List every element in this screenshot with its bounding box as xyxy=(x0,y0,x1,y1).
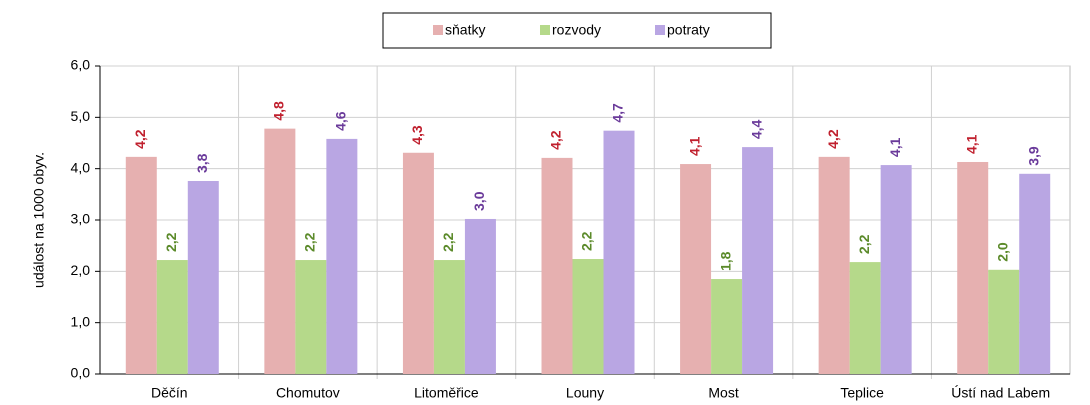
bar xyxy=(603,130,635,374)
x-tick-label: Litoměřice xyxy=(414,385,479,401)
bar xyxy=(988,269,1020,374)
x-tick-label: Teplice xyxy=(840,385,884,401)
legend-swatch xyxy=(540,25,550,35)
value-label: 3,9 xyxy=(1025,146,1041,166)
bar xyxy=(849,262,881,374)
value-label: 4,8 xyxy=(271,101,287,121)
bar xyxy=(818,156,850,374)
y-tick-label: 1,0 xyxy=(71,313,91,329)
bar xyxy=(464,218,496,374)
value-label: 4,2 xyxy=(825,129,841,149)
y-tick-label: 5,0 xyxy=(71,108,91,124)
value-label: 4,1 xyxy=(686,136,702,156)
bar xyxy=(433,260,465,374)
y-tick-label: 4,0 xyxy=(71,159,91,175)
bar xyxy=(264,128,296,374)
y-axis-label: událost na 1000 obyv. xyxy=(31,152,47,288)
value-label: 3,0 xyxy=(471,191,487,211)
bar xyxy=(541,157,573,374)
value-label: 3,8 xyxy=(194,153,210,173)
value-label: 2,2 xyxy=(163,232,179,252)
bar xyxy=(572,259,604,374)
bar xyxy=(742,147,774,374)
legend-label: sňatky xyxy=(445,22,485,38)
value-label: 4,3 xyxy=(409,125,425,145)
x-tick-label: Chomutov xyxy=(276,385,340,401)
value-label: 4,1 xyxy=(963,134,979,154)
bar xyxy=(711,279,743,374)
bar xyxy=(295,260,327,374)
bar xyxy=(880,165,912,374)
legend-label: rozvody xyxy=(552,22,601,38)
value-label: 4,7 xyxy=(610,103,626,123)
value-label: 4,1 xyxy=(887,137,903,157)
bar xyxy=(1019,173,1051,374)
y-tick-label: 2,0 xyxy=(71,262,91,278)
bar xyxy=(125,156,157,374)
value-label: 4,2 xyxy=(548,130,564,150)
value-label: 4,6 xyxy=(333,111,349,131)
value-label: 1,8 xyxy=(717,251,733,271)
bar xyxy=(156,260,188,374)
bar xyxy=(326,138,358,374)
bar xyxy=(402,152,434,374)
value-label: 2,2 xyxy=(440,232,456,252)
bar xyxy=(680,164,712,374)
legend-box xyxy=(382,12,772,49)
y-tick-label: 3,0 xyxy=(71,211,91,227)
value-label: 2,2 xyxy=(579,231,595,251)
y-tick-label: 6,0 xyxy=(71,57,91,73)
value-label: 4,4 xyxy=(748,119,764,139)
x-tick-label: Louny xyxy=(566,385,604,401)
value-label: 2,2 xyxy=(302,232,318,252)
legend-label: potraty xyxy=(667,22,710,38)
x-tick-label: Most xyxy=(708,385,738,401)
bar xyxy=(957,161,989,374)
legend-swatch xyxy=(433,25,443,35)
x-tick-label: Ústí nad Labem xyxy=(951,385,1050,401)
x-tick-label: Děčín xyxy=(151,385,188,401)
bar xyxy=(187,180,219,374)
value-label: 2,2 xyxy=(856,234,872,254)
y-tick-label: 0,0 xyxy=(71,365,91,381)
value-label: 2,0 xyxy=(994,242,1010,262)
value-label: 4,2 xyxy=(132,129,148,149)
legend-swatch xyxy=(655,25,665,35)
